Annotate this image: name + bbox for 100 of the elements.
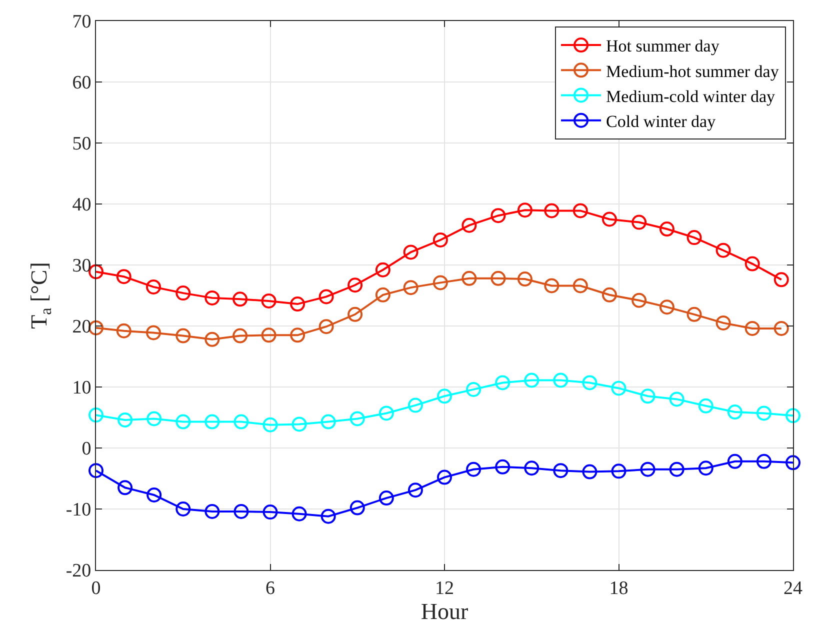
point [462, 270, 477, 286]
point [204, 290, 220, 306]
point [786, 408, 800, 424]
point [553, 463, 568, 478]
point [290, 296, 306, 312]
point [403, 244, 418, 260]
point [292, 506, 307, 522]
point [204, 414, 220, 430]
point [350, 411, 365, 426]
point [118, 412, 133, 428]
x-tick-label: 12 [435, 578, 454, 599]
point [698, 398, 714, 414]
point [524, 460, 540, 476]
point [88, 264, 104, 280]
point [727, 404, 742, 420]
point [669, 392, 684, 407]
point [524, 372, 540, 388]
point [495, 459, 510, 474]
point [602, 212, 617, 227]
point [602, 287, 617, 302]
point [462, 218, 477, 233]
point [640, 462, 656, 477]
point [437, 388, 452, 404]
point [375, 287, 390, 302]
point [408, 482, 423, 498]
point [544, 278, 560, 294]
point [116, 269, 132, 284]
point [572, 278, 588, 294]
y-tick-label: 40 [72, 194, 92, 216]
point [290, 328, 306, 343]
point [495, 375, 510, 390]
point [318, 319, 334, 334]
point [553, 372, 568, 388]
point [262, 504, 278, 520]
point [659, 300, 674, 315]
y-tick-label: 50 [72, 134, 92, 155]
point [146, 411, 162, 426]
point [632, 292, 647, 308]
point [466, 382, 482, 397]
point [378, 406, 394, 421]
point [232, 328, 248, 344]
point [146, 325, 161, 340]
y-tick-label: 70 [72, 12, 92, 33]
point [350, 500, 365, 516]
point [774, 272, 789, 288]
point [232, 292, 248, 307]
y-tick-label: 60 [72, 72, 92, 94]
point [320, 414, 336, 430]
point [572, 203, 588, 218]
point [686, 306, 702, 322]
point [727, 454, 742, 469]
point [403, 280, 418, 296]
point [774, 320, 789, 336]
point [437, 470, 452, 485]
point [204, 332, 220, 347]
point [490, 270, 506, 286]
point [146, 279, 161, 294]
x-tick-label: 6 [266, 578, 275, 599]
point [118, 480, 133, 496]
point [348, 278, 363, 293]
point [659, 222, 674, 237]
point [582, 464, 598, 480]
point [744, 320, 760, 336]
point [611, 380, 626, 396]
point [408, 398, 423, 413]
legend-label: Medium-cold winter day [606, 86, 776, 106]
point [176, 502, 191, 516]
legend-label: Cold winter day [606, 112, 716, 131]
point [432, 232, 448, 248]
point [378, 490, 394, 506]
point [669, 462, 684, 477]
point [744, 256, 760, 272]
point [544, 203, 560, 218]
point [176, 414, 191, 430]
y-tick-label: 0 [82, 438, 92, 460]
point [716, 242, 731, 258]
y-tick-label: -20 [66, 560, 92, 582]
legend-label: Medium-hot summer day [606, 62, 780, 81]
point [686, 230, 702, 246]
point [756, 406, 772, 421]
point [261, 293, 276, 308]
point [611, 464, 626, 479]
point [88, 463, 104, 478]
point [146, 487, 162, 502]
legend-label: Hot summer day [606, 36, 720, 56]
point [88, 408, 104, 423]
point [261, 328, 276, 343]
point [698, 460, 714, 476]
point [348, 306, 363, 322]
y-tick-label: 30 [72, 256, 92, 277]
point [756, 454, 772, 469]
x-tick-label: 18 [609, 578, 628, 599]
point [640, 388, 656, 404]
y-tick-label: 10 [72, 378, 92, 399]
x-tick-label: 24 [784, 578, 803, 599]
point [262, 417, 278, 432]
point [375, 262, 390, 278]
point [204, 504, 220, 519]
point [320, 508, 336, 524]
point [292, 416, 307, 432]
